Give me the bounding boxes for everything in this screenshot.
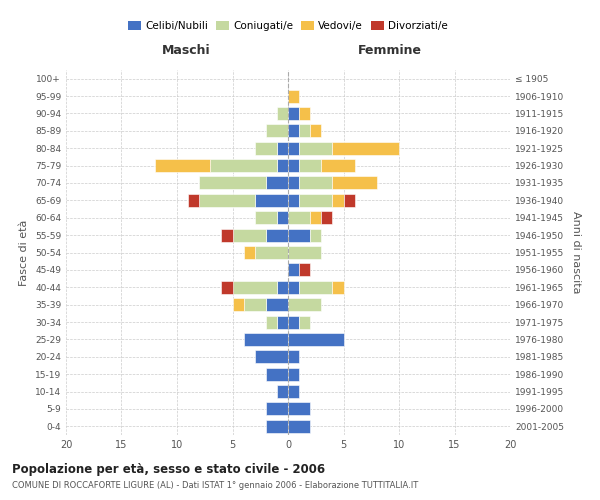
Bar (266, 368, 288, 380)
Bar (221, 228, 233, 241)
Bar (188, 194, 199, 207)
Bar (221, 280, 233, 294)
Bar (310, 124, 322, 138)
Bar (310, 228, 322, 241)
Bar (244, 246, 254, 259)
Bar (277, 280, 288, 294)
Bar (266, 176, 288, 190)
Bar (288, 333, 343, 346)
Bar (299, 176, 332, 190)
Bar (299, 280, 332, 294)
Bar (288, 264, 299, 276)
Bar (266, 124, 288, 138)
Bar (332, 176, 377, 190)
Text: COMUNE DI ROCCAFORTE LIGURE (AL) - Dati ISTAT 1° gennaio 2006 - Elaborazione TUT: COMUNE DI ROCCAFORTE LIGURE (AL) - Dati … (12, 481, 418, 490)
Bar (288, 385, 299, 398)
Bar (299, 194, 332, 207)
Text: Maschi: Maschi (161, 44, 210, 57)
Bar (332, 280, 343, 294)
Bar (277, 211, 288, 224)
Bar (288, 316, 299, 328)
Bar (299, 159, 322, 172)
Bar (277, 385, 288, 398)
Bar (299, 264, 310, 276)
Bar (266, 228, 288, 241)
Text: Femmine: Femmine (358, 44, 422, 57)
Bar (299, 316, 310, 328)
Bar (233, 228, 266, 241)
Bar (254, 142, 277, 154)
Bar (266, 298, 288, 311)
Bar (299, 107, 310, 120)
Bar (299, 124, 310, 138)
Bar (288, 194, 299, 207)
Bar (266, 316, 277, 328)
Y-axis label: Fasce di età: Fasce di età (19, 220, 29, 286)
Bar (343, 194, 355, 207)
Bar (288, 107, 299, 120)
Bar (277, 159, 288, 172)
Bar (322, 159, 355, 172)
Bar (199, 176, 266, 190)
Bar (288, 176, 299, 190)
Legend: Celibi/Nubili, Coniugati/e, Vedovi/e, Divorziati/e: Celibi/Nubili, Coniugati/e, Vedovi/e, Di… (124, 17, 452, 35)
Bar (288, 90, 299, 102)
Bar (254, 246, 288, 259)
Bar (288, 280, 299, 294)
Bar (288, 211, 310, 224)
Bar (266, 402, 288, 415)
Bar (288, 350, 299, 364)
Bar (288, 246, 322, 259)
Bar (254, 350, 288, 364)
Bar (244, 333, 288, 346)
Bar (288, 402, 310, 415)
Bar (332, 194, 343, 207)
Bar (210, 159, 277, 172)
Bar (266, 420, 288, 433)
Bar (254, 194, 288, 207)
Bar (254, 211, 277, 224)
Bar (277, 142, 288, 154)
Bar (310, 211, 322, 224)
Bar (288, 159, 299, 172)
Bar (232, 280, 277, 294)
Bar (288, 368, 299, 380)
Bar (288, 142, 299, 154)
Bar (322, 211, 332, 224)
Bar (288, 124, 299, 138)
Bar (288, 298, 322, 311)
Bar (288, 228, 310, 241)
Bar (199, 194, 254, 207)
Y-axis label: Anni di nascita: Anni di nascita (571, 211, 581, 294)
Text: Popolazione per età, sesso e stato civile - 2006: Popolazione per età, sesso e stato civil… (12, 462, 325, 475)
Bar (277, 107, 288, 120)
Bar (332, 142, 399, 154)
Bar (233, 298, 244, 311)
Bar (288, 420, 310, 433)
Bar (277, 316, 288, 328)
Bar (155, 159, 210, 172)
Bar (299, 142, 332, 154)
Bar (244, 298, 266, 311)
